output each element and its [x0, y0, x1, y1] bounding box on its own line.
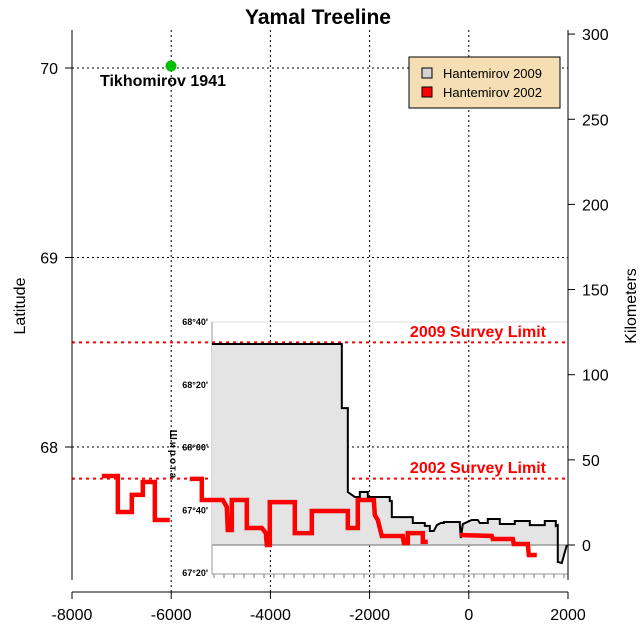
y-right-tick-label: 0	[582, 538, 591, 555]
y-right-tick-label: 150	[582, 283, 609, 300]
axes: -8000 -6000 -4000 -2000 0 2000706968300250200…	[40, 27, 609, 624]
inset-axis-label: Широта	[167, 430, 178, 481]
y-left-tick-label: 68	[40, 440, 58, 457]
inset-tick-label: 68°20'	[182, 380, 208, 390]
legend: Hantemirov 2009 Hantemirov 2002	[408, 56, 561, 109]
x-tick-label: 2000	[550, 607, 586, 624]
y-left-tick-label: 70	[40, 61, 58, 78]
x-tick-label: -2000	[349, 607, 390, 624]
series-2002-line	[189, 476, 428, 548]
survey-limit-2009-label: 2009 Survey Limit	[410, 324, 547, 341]
x-tick-label: -8000	[52, 607, 93, 624]
inset-tick-label: 67°40'	[182, 505, 208, 515]
series-2009-line	[211, 343, 568, 565]
y-right-tick-label: 300	[582, 27, 609, 44]
legend-swatch-2002	[421, 86, 433, 98]
x-tick-label: -6000	[151, 607, 192, 624]
x-tick-label: 0	[464, 607, 473, 624]
series-2002-line	[459, 532, 537, 558]
legend-label-2009: Hantemirov 2009	[443, 66, 542, 81]
series-2002-line	[101, 473, 170, 523]
y-right-tick-label: 50	[582, 453, 600, 470]
series-layer	[101, 343, 568, 565]
x-tick-label: -4000	[250, 607, 291, 624]
survey-limit-2002-label: 2002 Survey Limit	[410, 460, 547, 477]
y-right-tick-label: 100	[582, 368, 609, 385]
inset-tick-label: 68°00'	[182, 443, 208, 453]
inset-tick-label: 67°20'	[182, 568, 208, 578]
series-2009-fill	[211, 344, 567, 564]
chart-title: Yamal Treeline	[245, 6, 391, 29]
y-right-tick-label: 250	[582, 112, 609, 129]
legend-swatch-2009	[421, 67, 433, 79]
y-left-tick-label: 69	[40, 251, 58, 268]
legend-label-2002: Hantemirov 2002	[443, 85, 542, 100]
y-right-label: Kilometers	[623, 268, 640, 344]
y-right-tick-label: 200	[582, 197, 609, 214]
tikhomirov-label: Tikhomirov 1941	[100, 73, 226, 90]
y-left-label: Latitude	[12, 277, 29, 334]
tikhomirov-point	[165, 60, 177, 72]
inset-tick-label: 68°40'	[182, 317, 208, 327]
